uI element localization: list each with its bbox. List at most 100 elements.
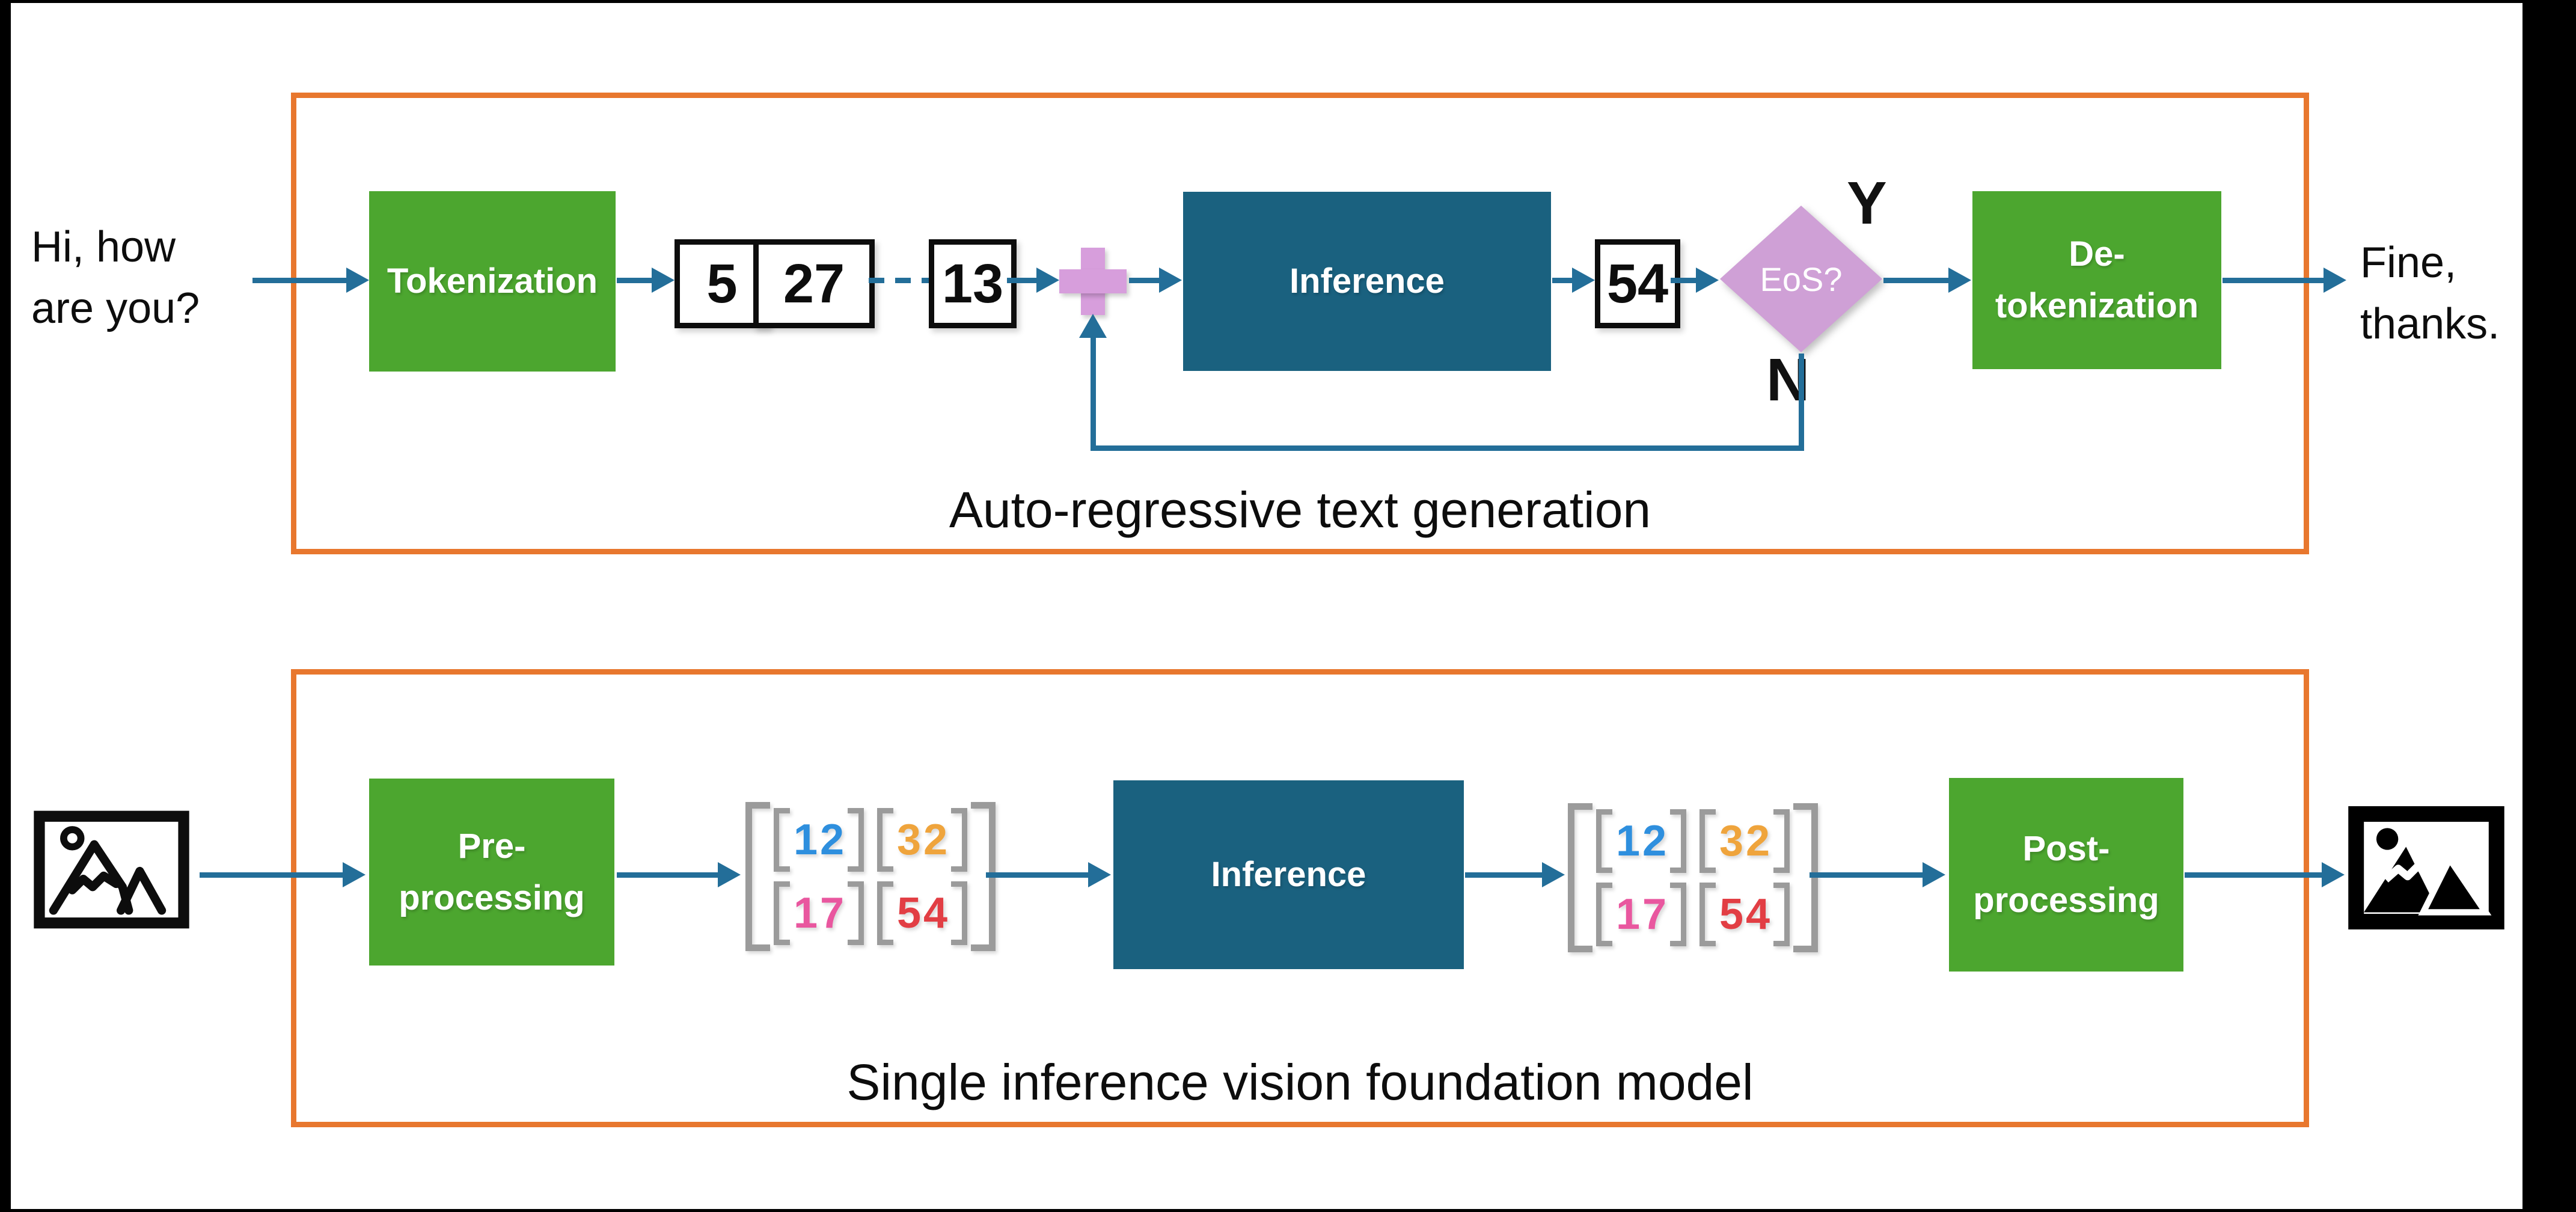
detokenization-line1: De- xyxy=(2069,234,2125,274)
arrowhead-image-to-preprocessing xyxy=(343,862,366,887)
loopback-horizontal xyxy=(1091,445,1804,451)
matrix-pair: 3 2 xyxy=(1699,809,1790,873)
arrowhead-tokenization-to-tokens xyxy=(652,268,675,293)
arrow-tokenization-to-tokens xyxy=(617,278,653,283)
preprocessing-line1: Pre- xyxy=(457,826,526,866)
outer-bracket-left xyxy=(745,802,770,951)
pair-bracket-right xyxy=(1773,809,1790,873)
arrow-token-to-decision xyxy=(1671,278,1697,283)
output-image-icon xyxy=(2348,806,2504,929)
detokenization-box: De- tokenization xyxy=(1972,191,2221,369)
pair-bracket-left xyxy=(877,808,893,872)
plus-icon-horizontal-bar xyxy=(1059,269,1127,293)
detokenization-line2: tokenization xyxy=(1995,286,2199,325)
dashed-token-connector xyxy=(869,278,929,283)
big-mountain-filled xyxy=(2364,846,2439,913)
matrix-digit: 5 xyxy=(896,889,922,937)
pair-bracket-right xyxy=(848,881,864,945)
input-tensor-matrix: 1 2 3 2 1 7 xyxy=(745,802,996,951)
input-text-line2: are you? xyxy=(31,284,200,332)
matrix-digit: 3 xyxy=(1719,817,1744,865)
arrow-preprocessing-to-matrix xyxy=(617,872,719,878)
postprocessing-box: Post- processing xyxy=(1949,778,2183,972)
top-edge-strip xyxy=(0,0,2576,3)
loopback-right-vertical xyxy=(1799,354,1804,448)
autoregressive-caption: Auto-regressive text generation xyxy=(949,482,1651,538)
vision-model-caption: Single inference vision foundation model xyxy=(846,1054,1754,1110)
arrowhead-postprocessing-to-image xyxy=(2322,862,2345,887)
token-2-value: 27 xyxy=(783,252,845,314)
small-mountain-outline xyxy=(116,866,167,915)
token-1-value: 5 xyxy=(706,252,738,314)
output-text: Fine, thanks. xyxy=(2360,232,2500,355)
arrowhead-detokenization-to-output xyxy=(2324,268,2346,293)
arrow-inference-to-output-matrix xyxy=(1465,872,1543,878)
output-text-line2: thanks. xyxy=(2360,300,2500,348)
matrix-digit: 1 xyxy=(1615,817,1641,865)
bottom-edge-strip xyxy=(0,1209,2576,1212)
arrowhead-decision-to-detokenization xyxy=(1948,268,1971,293)
matrix-digit: 7 xyxy=(819,889,845,937)
vision-model-frame xyxy=(291,669,2309,1127)
postprocessing-line2: processing xyxy=(1973,881,2159,920)
arrow-image-to-preprocessing xyxy=(200,872,344,878)
arrowhead-preprocessing-to-matrix xyxy=(718,862,741,887)
arrowhead-matrix-to-postprocessing xyxy=(1923,862,1945,887)
pair-bracket-left xyxy=(1596,809,1612,873)
arrowhead-inference-to-token xyxy=(1572,268,1595,293)
input-text: Hi, how are you? xyxy=(31,216,200,339)
arrow-matrix-to-postprocessing xyxy=(1810,872,1924,878)
arrow-matrix-to-inference xyxy=(986,872,1089,878)
inference-top-label: Inference xyxy=(1290,262,1445,301)
pair-bracket-right xyxy=(1670,809,1686,873)
arrowhead-inference-to-output-matrix xyxy=(1542,862,1565,887)
inference-box-top: Inference xyxy=(1183,192,1551,371)
matrix-pair: 3 2 xyxy=(877,808,967,872)
matrix-digit: 3 xyxy=(896,816,922,864)
matrix-pair: 5 4 xyxy=(1699,883,1790,946)
loopback-arrowhead-up xyxy=(1079,314,1107,338)
arrowhead-tokens-to-plus xyxy=(1036,268,1059,293)
matrix-digit: 4 xyxy=(1745,890,1770,938)
matrix-digit: 1 xyxy=(793,889,818,937)
left-edge-strip xyxy=(0,0,11,1212)
outer-bracket-right xyxy=(1793,803,1818,952)
generated-token-box: 54 xyxy=(1595,239,1680,328)
autoregressive-frame xyxy=(291,93,2309,554)
postprocessing-line1: Post- xyxy=(2022,829,2110,868)
matrix-digit: 2 xyxy=(819,816,845,864)
concat-plus-icon xyxy=(1059,248,1127,315)
output-text-line1: Fine, xyxy=(2360,239,2457,287)
pair-bracket-right xyxy=(1773,883,1790,946)
tokenization-label: Tokenization xyxy=(387,262,598,301)
sun-icon xyxy=(60,826,85,851)
matrix-grid: 1 2 3 2 1 7 xyxy=(774,802,967,951)
mountain-snowline xyxy=(2383,862,2433,883)
preprocessing-box: Pre- processing xyxy=(369,779,614,966)
matrix-pair: 1 7 xyxy=(774,881,864,945)
right-edge-strip xyxy=(2522,0,2576,1212)
matrix-pair: 1 2 xyxy=(774,808,864,872)
arrow-decision-to-detokenization xyxy=(1883,278,1950,283)
matrix-pair: 1 2 xyxy=(1596,809,1686,873)
input-text-line1: Hi, how xyxy=(31,223,176,271)
arrow-tokens-to-plus xyxy=(1007,278,1037,283)
pair-bracket-right xyxy=(951,881,967,945)
matrix-digit: 1 xyxy=(793,816,818,864)
matrix-digit: 2 xyxy=(1745,817,1770,865)
output-tensor-matrix: 1 2 3 2 1 7 xyxy=(1568,803,1818,952)
inference-box-bottom: Inference xyxy=(1113,780,1464,969)
arrowhead-token-to-decision xyxy=(1696,268,1719,293)
matrix-digit: 2 xyxy=(1642,817,1667,865)
pair-bracket-right xyxy=(1670,883,1686,946)
matrix-digit: 7 xyxy=(1642,890,1667,938)
input-image-icon xyxy=(34,810,189,929)
tokenization-box: Tokenization xyxy=(369,191,616,372)
pair-bracket-left xyxy=(774,808,790,872)
arrowhead-plus-to-inference xyxy=(1159,268,1182,293)
arrow-plus-to-inference xyxy=(1129,278,1160,283)
matrix-pair: 5 4 xyxy=(877,881,967,945)
pair-bracket-right xyxy=(951,808,967,872)
matrix-pair: 1 7 xyxy=(1596,883,1686,946)
